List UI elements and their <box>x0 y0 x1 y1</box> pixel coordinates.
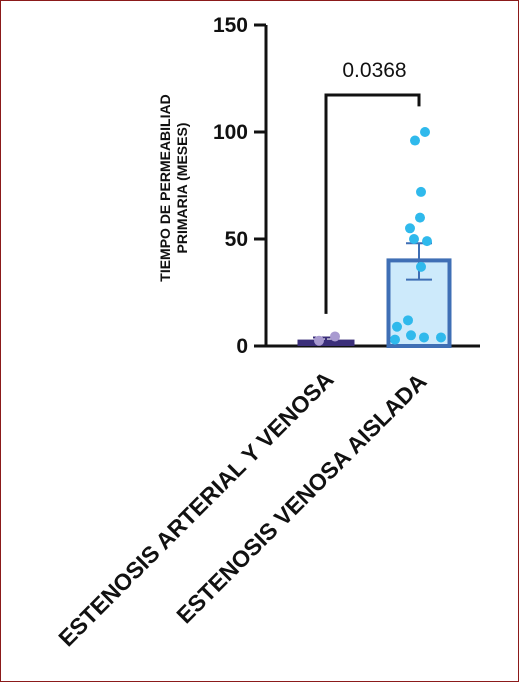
y-tick-label: 150 <box>213 14 248 37</box>
data-point <box>422 236 432 247</box>
data-point <box>314 335 324 346</box>
data-point <box>392 321 402 332</box>
data-point <box>410 135 420 146</box>
p-value-label: 0.0368 <box>342 59 406 82</box>
data-point <box>416 261 426 272</box>
y-axis-label-line: TIEMPO DE PERMEABILIAD <box>157 94 173 281</box>
y-tick-label: 0 <box>236 335 248 358</box>
data-point <box>415 212 425 223</box>
data-point <box>436 332 446 343</box>
significance-bracket <box>324 93 421 314</box>
y-axis-label-line: PRIMARIA (MESES) <box>174 123 190 254</box>
y-tick-label: 50 <box>225 228 248 251</box>
data-point <box>416 186 426 197</box>
data-point <box>419 332 429 343</box>
bar-arterial-venosa <box>297 339 355 346</box>
data-point <box>406 330 416 341</box>
data-point <box>409 234 419 244</box>
data-point <box>420 127 430 137</box>
data-point <box>405 223 415 234</box>
y-tick-label: 100 <box>213 121 248 144</box>
data-point <box>403 315 413 326</box>
y-axis-label: TIEMPO DE PERMEABILIADPRIMARIA (MESES) <box>157 94 190 281</box>
data-point <box>390 334 400 345</box>
data-point <box>330 331 340 342</box>
